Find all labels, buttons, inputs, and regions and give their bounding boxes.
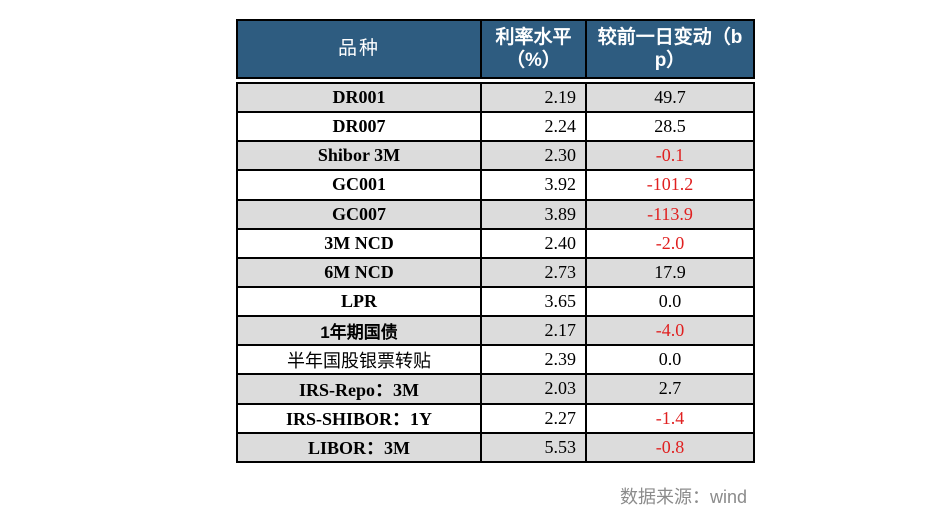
change-cell: -4.0	[585, 317, 753, 345]
rate-cell: 2.03	[480, 375, 585, 403]
change-cell: 49.7	[585, 84, 753, 112]
change-cell: 28.5	[585, 113, 753, 141]
instrument-cell: 3M NCD	[324, 232, 394, 253]
change-cell: 2.7	[585, 375, 753, 403]
rate-cell: 3.92	[480, 171, 585, 199]
rate-cell: 3.65	[480, 287, 585, 316]
table-body: DR001 2.19 49.7 DR007 2.24 28.5 Shibor 3…	[236, 82, 755, 463]
rate-cell: 2.73	[480, 258, 585, 286]
table-header: 品种 利率水平 （%） 较前一日变动（b p）	[236, 19, 755, 79]
table-row: DR001 2.19 49.7	[238, 84, 753, 112]
table-row: 3M NCD 2.40 -2.0	[238, 227, 753, 257]
table-row: DR007 2.24 28.5	[238, 111, 753, 141]
table-row: LIBOR：3M 5.53 -0.8	[238, 431, 753, 461]
instrument-cell: 6M NCD	[324, 261, 394, 282]
instrument-cell: LIBOR：3M	[307, 438, 410, 459]
instrument-cell: Shibor 3M	[317, 145, 401, 166]
rate-cell: 2.39	[480, 346, 585, 374]
instrument-cell: 1年期国债	[320, 323, 398, 343]
table-row: GC007 3.89 -113.9	[238, 198, 753, 228]
instrument-cell: IRS-Repo：3M	[299, 379, 419, 400]
change-cell: -2.0	[585, 229, 753, 257]
instrument-cell: DR007	[332, 116, 386, 137]
table-row: 6M NCD 2.73 17.9	[238, 256, 753, 286]
instrument-cell: LPR	[341, 291, 377, 312]
change-cell: -0.1	[585, 142, 753, 170]
data-source-caption: 数据来源：wind	[620, 487, 748, 507]
table-row: 1年期国债 2.17 -4.0	[238, 315, 753, 345]
table-row: IRS-Repo：3M 2.03 2.7	[238, 373, 753, 403]
instrument-cell: 半年国股银票转贴	[287, 350, 431, 371]
table-row: 半年国股银票转贴 2.39 0.0	[238, 344, 753, 374]
table-row: LPR 3.65 0.0	[238, 285, 753, 316]
rate-cell: 3.89	[480, 200, 585, 228]
rate-cell: 2.24	[480, 113, 585, 141]
table-row: GC001 3.92 -101.2	[238, 169, 753, 199]
change-cell: 0.0	[585, 346, 753, 374]
rate-cell: 2.30	[480, 142, 585, 170]
header-cell-rate-level: 利率水平 （%）	[480, 21, 585, 77]
change-cell: -0.8	[585, 433, 753, 461]
instrument-cell: GC007	[332, 203, 386, 224]
instrument-cell: GC001	[332, 174, 386, 195]
instrument-cell: DR001	[332, 87, 386, 108]
change-cell: -101.2	[585, 171, 753, 199]
change-cell: 0.0	[585, 287, 753, 316]
table-row: Shibor 3M 2.30 -0.1	[238, 140, 753, 170]
instrument-cell: IRS-SHIBOR：1Y	[285, 409, 433, 430]
header-cell-daily-change: 较前一日变动（b p）	[585, 21, 753, 77]
rate-cell: 2.27	[480, 404, 585, 432]
table-row: IRS-SHIBOR：1Y 2.27 -1.4	[238, 402, 753, 432]
rate-cell: 5.53	[480, 433, 585, 461]
change-cell: -113.9	[585, 200, 753, 228]
header-cell-variety: 品种	[337, 38, 380, 60]
rate-cell: 2.40	[480, 229, 585, 257]
rate-cell: 2.19	[480, 84, 585, 112]
change-cell: 17.9	[585, 258, 753, 286]
rate-cell: 2.17	[480, 317, 585, 345]
rates-table: 品种 利率水平 （%） 较前一日变动（b p） DR001 2.19 49.7 …	[236, 19, 755, 463]
change-cell: -1.4	[585, 404, 753, 432]
